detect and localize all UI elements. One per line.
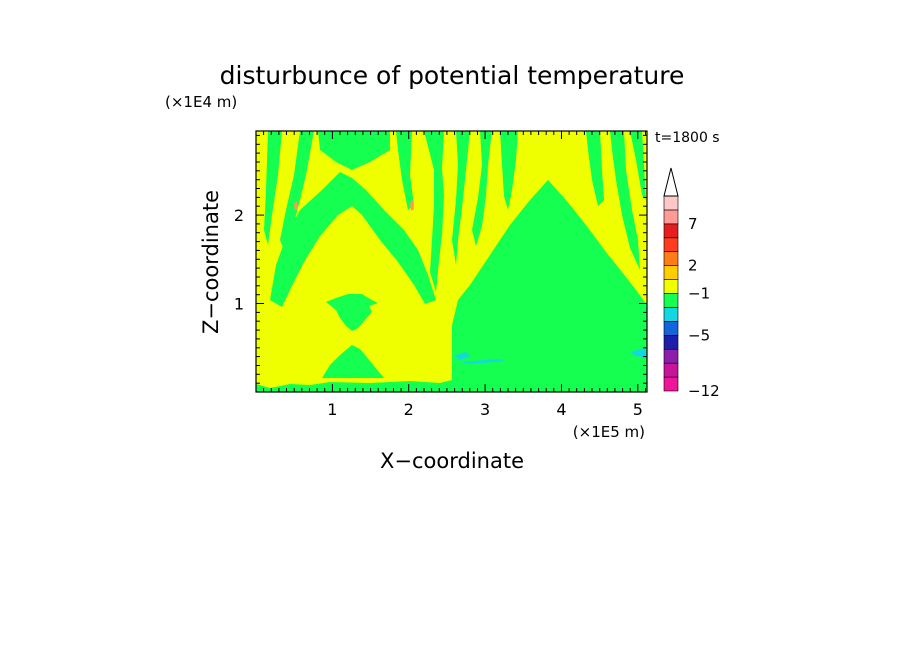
contour-field <box>256 131 647 392</box>
chart-title: disturbunce of potential temperature <box>220 61 685 90</box>
lower-dome <box>322 345 384 378</box>
upper-band-7 <box>500 131 518 210</box>
upper-band-4 <box>424 131 444 292</box>
colorbar-swatch <box>663 251 679 266</box>
colorbar-swatch <box>663 293 679 308</box>
upper-band-9 <box>610 131 640 270</box>
cyan-streak-1 <box>454 352 470 360</box>
colorbar-swatch <box>663 195 679 211</box>
upper-band-5 <box>452 131 470 265</box>
y-unit-label: (×1E4 m) <box>165 93 237 111</box>
upper-band-10 <box>630 131 646 200</box>
x-tick-label: 5 <box>633 400 643 419</box>
upper-band-8 <box>586 131 604 206</box>
upper-band-6 <box>472 131 492 246</box>
upper-band-2 <box>264 131 282 245</box>
colorbar-swatch <box>663 237 679 253</box>
upper-band-1 <box>280 131 314 255</box>
colorbar-swatch <box>663 376 679 392</box>
plot-frame <box>255 130 648 393</box>
colorbar-swatch <box>663 265 679 280</box>
bottom-band <box>256 376 647 392</box>
x-tick-label: 1 <box>327 400 337 419</box>
time-label: t=1800 s <box>655 130 720 146</box>
x-unit-label: (×1E5 m) <box>573 423 645 441</box>
colorbar-swatch <box>663 279 679 294</box>
cyan-streak-3 <box>630 348 647 358</box>
axes: 1 2 3 4 5 1 2 <box>234 131 647 419</box>
colorbar-swatch <box>663 321 679 336</box>
orange-speck-2 <box>410 200 414 211</box>
positive-anomaly-regions <box>256 131 647 392</box>
colorbar-tick-label: −1 <box>688 285 710 303</box>
colorbar-tick-label: 2 <box>688 257 698 275</box>
y-tick-label: 1 <box>234 295 244 314</box>
y-tick-label: 2 <box>234 206 244 225</box>
colorbar-tick-label: −5 <box>688 326 710 344</box>
colorbar: 7 2 −1 −5 −12 <box>663 167 720 400</box>
left-arch-cap <box>318 131 390 170</box>
orange-speck-1 <box>294 201 298 211</box>
colorbar-swatch <box>663 362 679 378</box>
colorbar-swatch <box>663 307 679 322</box>
colorbar-swatch <box>663 209 679 225</box>
colorbar-swatch <box>663 223 679 239</box>
minor-anomaly-regions <box>294 200 647 364</box>
colorbar-swatch <box>663 348 679 364</box>
x-tick-label: 4 <box>556 400 566 419</box>
upper-band-3 <box>396 131 414 210</box>
main-dome-right <box>452 180 647 392</box>
cyan-streak-2 <box>460 359 504 364</box>
y-axis-label: Z−coordinate <box>199 190 223 334</box>
left-arch-upper <box>270 172 436 307</box>
x-tick-label: 2 <box>404 400 414 419</box>
colorbar-tick-label: 7 <box>688 215 698 233</box>
center-blob <box>326 294 378 331</box>
colorbar-tick-label: −12 <box>688 382 720 400</box>
colorbar-swatch <box>663 334 679 350</box>
colorbar-extend-arrow <box>663 167 679 197</box>
x-axis-label: X−coordinate <box>380 449 524 473</box>
x-tick-label: 3 <box>480 400 490 419</box>
